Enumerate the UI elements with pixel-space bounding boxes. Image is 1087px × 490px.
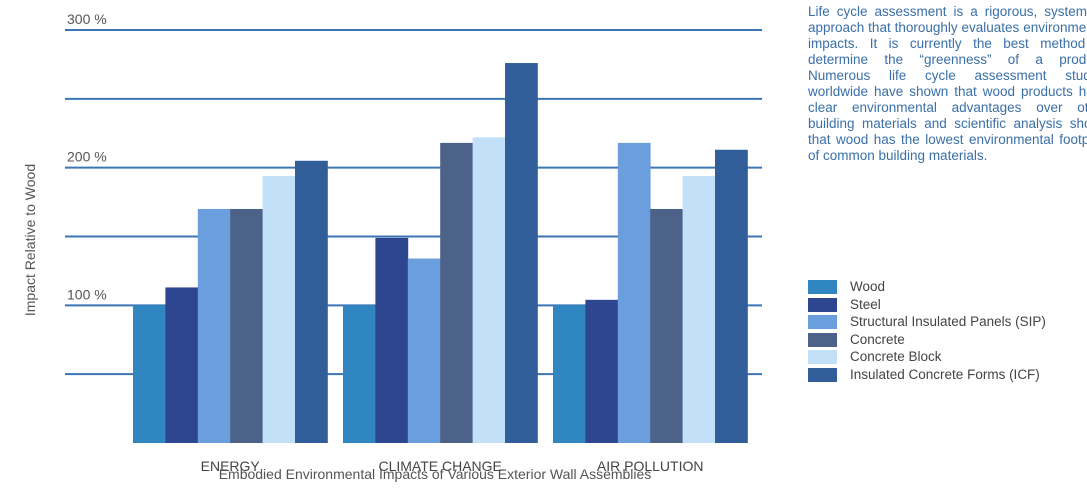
legend-swatch xyxy=(808,332,837,347)
chart-caption: Embodied Environmental Impacts of Variou… xyxy=(218,466,652,482)
bar xyxy=(295,160,328,444)
legend-item: Structural Insulated Panels (SIP) xyxy=(808,314,1087,332)
legend-item: Steel xyxy=(808,297,1087,315)
bar xyxy=(230,208,263,443)
legend-item: Concrete Block xyxy=(808,349,1087,367)
bar xyxy=(343,305,376,443)
legend-swatch xyxy=(808,280,837,294)
bar xyxy=(617,142,651,444)
bar xyxy=(553,305,586,443)
bar xyxy=(440,142,473,444)
legend-item: Wood xyxy=(808,279,1087,297)
chart-svg: 100 % 200 % 300 % ENERGY CLIMATE CHANGE AIR P… xyxy=(65,11,762,474)
bar xyxy=(715,149,748,443)
bar xyxy=(472,137,506,443)
bar xyxy=(262,175,296,443)
x-tick-label: ENERGY xyxy=(201,458,261,474)
bar xyxy=(165,287,199,443)
legend-label: Concrete xyxy=(850,331,905,347)
y-tick-label: 100 % xyxy=(67,286,107,302)
description-text: Life cycle assessment is a rigorous, sys… xyxy=(808,4,1087,163)
chart: 100 % 200 % 300 % ENERGY CLIMATE CHANGE AIR P… xyxy=(22,11,762,482)
x-tick-label: AIR POLLUTION xyxy=(597,458,704,474)
legend-item: Insulated Concrete Forms (ICF) xyxy=(808,367,1087,385)
y-tick-label: 200 % xyxy=(67,149,107,165)
legend-item: Concrete xyxy=(808,332,1087,350)
legend-label: Wood xyxy=(850,279,886,294)
legend-label: Concrete Block xyxy=(850,349,942,364)
legend-label: Insulated Concrete Forms (ICF) xyxy=(850,366,1040,382)
bar xyxy=(375,237,409,443)
y-axis-label: Impact Relative to Wood xyxy=(22,163,38,317)
legend-label: Structural Insulated Panels (SIP) xyxy=(850,314,1046,329)
legend-swatch xyxy=(808,367,837,382)
bar xyxy=(585,299,619,443)
bar xyxy=(682,175,716,443)
legend: Wood Steel Structural Insulated Panels (… xyxy=(808,279,1087,384)
legend-label: Steel xyxy=(850,296,881,312)
bar xyxy=(505,63,538,443)
legend-swatch xyxy=(808,297,837,312)
bar xyxy=(197,208,231,443)
bar xyxy=(407,258,441,443)
bar xyxy=(133,305,166,443)
x-tick-label: CLIMATE CHANGE xyxy=(378,458,501,474)
bar xyxy=(650,208,683,443)
legend-swatch xyxy=(808,315,837,329)
y-tick-label: 300 % xyxy=(67,11,107,27)
legend-swatch xyxy=(808,350,837,364)
